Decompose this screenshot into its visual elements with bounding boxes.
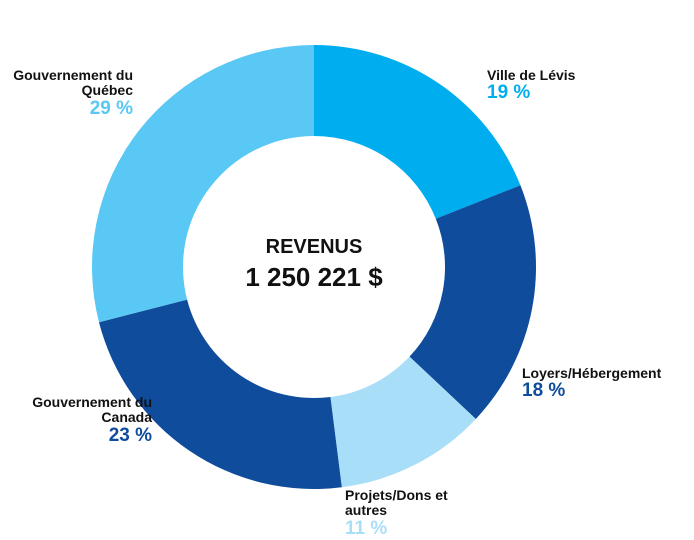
center-title: REVENUS xyxy=(265,236,363,258)
segment-name: Loyers/Hébergement xyxy=(522,365,662,381)
segment-name: Gouvernement du Canada xyxy=(32,394,152,426)
segment-label: Ville de Lévis 19 % xyxy=(487,67,576,104)
donut-segment xyxy=(314,45,521,219)
donut-segment xyxy=(409,185,537,419)
center-value: 1 250 221 $ xyxy=(245,262,383,292)
donut-segment xyxy=(98,299,342,489)
segment-value: 18 % xyxy=(522,380,566,402)
segment-name: Ville de Lévis xyxy=(487,67,576,83)
segment-value: 29 % xyxy=(89,97,133,119)
donut-segment xyxy=(330,356,476,488)
donut-segment xyxy=(91,45,314,323)
segment-value: 19 % xyxy=(487,82,531,104)
segment-label: Gouvernement du Québec 29 % xyxy=(13,67,133,120)
segment-label: Loyers/Hébergement 18 % xyxy=(522,365,662,402)
segment-label: Gouvernement du Canada 23 % xyxy=(32,394,152,447)
segment-name: Gouvernement du Québec xyxy=(13,67,133,99)
segment-value: 11 % xyxy=(345,517,388,539)
segment-value: 23 % xyxy=(108,424,152,446)
segment-name: Projets/Dons et autres xyxy=(345,487,448,519)
